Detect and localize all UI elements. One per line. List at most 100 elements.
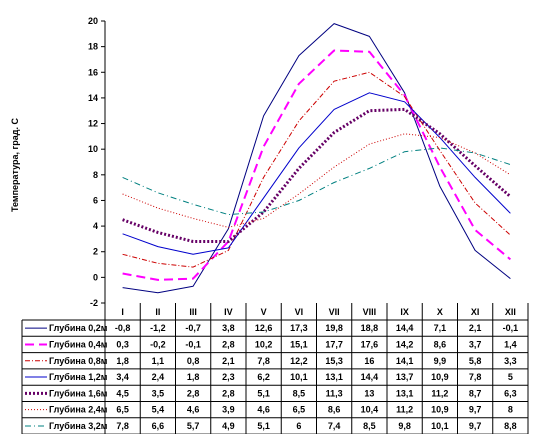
series-name: Глубина 2,4м — [49, 405, 108, 415]
series-name: Глубина 1,6м — [49, 388, 108, 398]
data-cell: 6,5 — [293, 405, 306, 415]
y-tick-label: 10 — [88, 144, 98, 154]
data-cell: 7,8 — [469, 372, 482, 382]
data-cell: 1,8 — [116, 356, 129, 366]
y-axis: -2 0 2 4 6 8 10 12 14 16 18 20 — [88, 16, 106, 308]
data-cell: 18,8 — [361, 323, 379, 333]
series-line-7 — [122, 147, 511, 216]
data-cell: 7,8 — [257, 356, 270, 366]
series-line-5 — [122, 107, 512, 243]
data-cell: 2,4 — [152, 372, 165, 382]
plot-area — [122, 23, 512, 294]
data-cell: 5,4 — [152, 405, 165, 415]
data-cell: 5,1 — [257, 421, 270, 431]
data-cell: 6,3 — [504, 388, 517, 398]
data-cell: 5,1 — [257, 388, 270, 398]
data-cell: 3,8 — [222, 323, 235, 333]
y-tick-label: 6 — [93, 195, 98, 205]
series-name: Глубина 3,2м — [49, 421, 108, 431]
data-cell: 11,2 — [396, 405, 413, 415]
y-tick-label: 14 — [88, 93, 98, 103]
data-cell: 0,8 — [187, 356, 200, 366]
data-cell: 3,7 — [469, 339, 482, 349]
data-cell: 12,6 — [255, 323, 273, 333]
data-cell: 2,8 — [222, 388, 235, 398]
y-tick-label: 16 — [88, 67, 98, 77]
data-cell: 10,4 — [361, 405, 379, 415]
month-label: II — [155, 307, 160, 317]
month-label: V — [261, 307, 267, 317]
data-cell: 10,9 — [431, 372, 449, 382]
data-cell: 8,6 — [434, 339, 447, 349]
data-cell: 15,3 — [325, 356, 343, 366]
month-label: X — [437, 307, 443, 317]
series-name: Глубина 0,4м — [49, 339, 108, 349]
series-name: Глубина 1,2м — [49, 372, 108, 382]
data-cell: 8,6 — [328, 405, 341, 415]
data-cell: 10,1 — [431, 421, 449, 431]
data-cell: 10,9 — [431, 405, 449, 415]
series-line-1 — [122, 23, 511, 294]
data-cell: 9,7 — [469, 405, 482, 415]
month-label: IX — [400, 307, 409, 317]
data-cell: -0,8 — [115, 323, 131, 333]
data-cell: 3,4 — [116, 372, 129, 382]
data-cell: 3,5 — [152, 388, 165, 398]
data-cell: 14,4 — [361, 372, 379, 382]
data-cell: 11,2 — [431, 388, 448, 398]
data-cell: 2,3 — [222, 372, 235, 382]
data-cell: 16 — [364, 356, 374, 366]
data-cell: 5,8 — [469, 356, 482, 366]
data-cell: 7,8 — [116, 421, 129, 431]
y-tick-label: 12 — [88, 119, 98, 129]
data-cell: 13,7 — [396, 372, 414, 382]
data-cell: 7,1 — [434, 323, 447, 333]
month-label: III — [189, 307, 197, 317]
series-line-2 — [122, 49, 512, 281]
data-cell: 14,4 — [396, 323, 414, 333]
data-cell: 10,1 — [290, 372, 308, 382]
data-cell: 10,2 — [255, 339, 273, 349]
data-cell: 3,9 — [222, 405, 235, 415]
data-cell: 14,1 — [396, 356, 414, 366]
data-cell: 2,1 — [469, 323, 482, 333]
data-cell: 19,8 — [325, 323, 343, 333]
month-label: VII — [329, 307, 340, 317]
series-name: Глубина 0,2м — [49, 323, 108, 333]
data-cell: 0,3 — [116, 339, 129, 349]
data-cell: 4,5 — [116, 388, 129, 398]
data-cell: -0,1 — [185, 339, 201, 349]
y-tick-label: 4 — [93, 221, 98, 231]
data-cell: 9,8 — [398, 421, 411, 431]
y-tick-label: 2 — [93, 247, 98, 257]
y-tick-label: 8 — [93, 170, 98, 180]
data-cell: 1,8 — [187, 372, 200, 382]
data-cell: -1,2 — [150, 323, 166, 333]
month-label: VI — [295, 307, 304, 317]
data-cell: -0,1 — [503, 323, 519, 333]
data-cell: 6,5 — [116, 405, 129, 415]
series-line-6 — [122, 133, 511, 228]
data-cell: 8,5 — [363, 421, 376, 431]
data-cell: 13,1 — [325, 372, 343, 382]
data-cell: 4,9 — [222, 421, 235, 431]
series-line-4 — [122, 92, 511, 255]
data-cell: 8,5 — [293, 388, 306, 398]
y-tick-label: 20 — [88, 16, 98, 26]
data-cell: 5,7 — [187, 421, 200, 431]
data-cell: 9,9 — [434, 356, 447, 366]
data-cell: 1,4 — [504, 339, 517, 349]
month-label: IV — [224, 307, 233, 317]
data-cell: 6,6 — [152, 421, 165, 431]
data-cell: 3,3 — [504, 356, 517, 366]
data-cell: 2,8 — [187, 388, 200, 398]
data-cell: -0,7 — [185, 323, 201, 333]
data-cell: 2,8 — [222, 339, 235, 349]
month-label: I — [121, 307, 124, 317]
data-cell: 17,3 — [290, 323, 308, 333]
data-cell: 8,8 — [504, 421, 517, 431]
y-axis-label: Температура, град. С — [10, 117, 20, 212]
data-cell: 8,7 — [469, 388, 482, 398]
data-cell: 7,4 — [328, 421, 341, 431]
month-label: XII — [505, 307, 516, 317]
